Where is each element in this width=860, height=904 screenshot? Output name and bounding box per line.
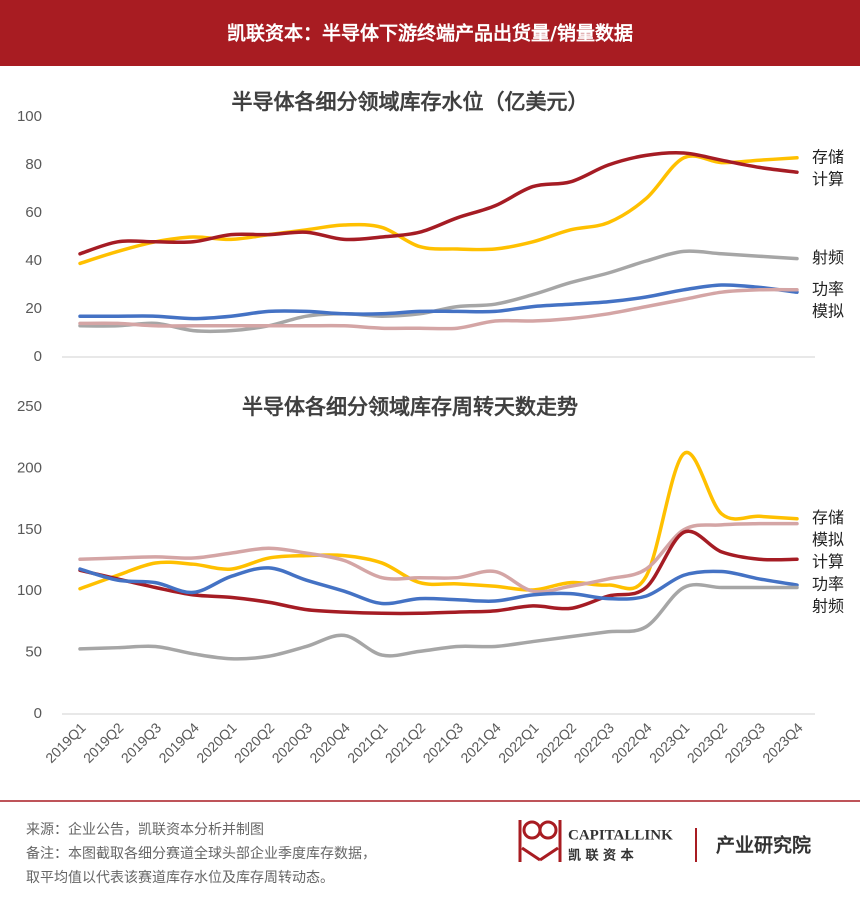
- series-label: 计算: [812, 552, 844, 571]
- chart-title: 半导体各细分领域库存水位（亿美元）: [232, 90, 589, 114]
- x-tick-label: 2019Q3: [118, 719, 165, 766]
- logo-cn: 凯 联 资 本: [568, 848, 634, 864]
- y-tick-label: 150: [17, 521, 42, 538]
- logo-icon: [518, 820, 562, 862]
- y-tick-label: 40: [25, 252, 42, 269]
- y-tick-label: 100: [17, 582, 42, 599]
- x-tick-label: 2022Q3: [571, 719, 618, 766]
- series-label: 计算: [812, 169, 844, 188]
- header-title: 凯联资本：半导体下游终端产品出货量/销量数据: [227, 22, 633, 45]
- series-line: [78, 154, 799, 266]
- series-label: 射频: [812, 248, 844, 267]
- x-tick-label: 2021Q4: [457, 719, 504, 766]
- series-label: 功率: [812, 575, 844, 594]
- x-tick-label: 2020Q2: [231, 719, 278, 766]
- footer-note: 来源：企业公告，凯联资本分析并制图: [26, 821, 264, 838]
- logo-en: CAPITALLINK: [568, 827, 673, 843]
- x-tick-label: 2023Q3: [721, 719, 768, 766]
- series-line: [78, 566, 799, 606]
- series-line: [78, 582, 799, 661]
- series-line: [78, 450, 799, 592]
- x-tick-label: 2021Q2: [382, 719, 429, 766]
- series-line: [78, 151, 799, 256]
- x-tick-label: 2022Q4: [608, 719, 655, 766]
- x-tick-label: 2019Q1: [42, 719, 89, 766]
- x-tick-label: 2022Q1: [495, 719, 542, 766]
- x-tick-label: 2020Q3: [269, 719, 316, 766]
- x-tick-label: 2019Q4: [155, 719, 202, 766]
- series-line: [78, 529, 799, 616]
- x-tick-label: 2019Q2: [80, 719, 127, 766]
- x-tick-label: 2021Q3: [420, 719, 467, 766]
- y-tick-label: 100: [17, 108, 42, 125]
- footer-note: 备注：本图截取各细分赛道全球头部企业季度库存数据，: [26, 845, 376, 862]
- y-tick-label: 50: [25, 644, 42, 661]
- series-label: 存储: [812, 147, 844, 166]
- chart-title: 半导体各细分领域库存周转天数走势: [242, 395, 578, 419]
- header-band: [0, 0, 860, 66]
- series-line: [78, 287, 799, 331]
- series-line: [78, 283, 799, 321]
- division-name: 产业研究院: [716, 834, 811, 857]
- y-tick-label: 60: [25, 204, 42, 221]
- series-label: 模拟: [812, 530, 844, 549]
- series-label: 模拟: [812, 301, 844, 320]
- series-label: 射频: [812, 597, 844, 616]
- y-tick-label: 200: [17, 459, 42, 476]
- y-tick-label: 0: [34, 348, 42, 365]
- x-tick-label: 2022Q2: [533, 719, 580, 766]
- x-tick-label: 2023Q4: [759, 719, 806, 766]
- y-tick-label: 20: [25, 300, 42, 317]
- series-label: 存储: [812, 508, 844, 527]
- x-tick-label: 2023Q2: [684, 719, 731, 766]
- x-tick-label: 2023Q1: [646, 719, 693, 766]
- y-tick-label: 80: [25, 156, 42, 173]
- x-tick-label: 2021Q1: [344, 719, 391, 766]
- series-line: [78, 521, 799, 594]
- x-tick-label: 2020Q1: [193, 719, 240, 766]
- x-tick-label: 2020Q4: [306, 719, 353, 766]
- y-tick-label: 0: [34, 705, 42, 722]
- series-label: 功率: [812, 279, 844, 298]
- footer-note: 取平均值以代表该赛道库存水位及库存周转动态。: [26, 870, 334, 886]
- y-tick-label: 250: [17, 398, 42, 415]
